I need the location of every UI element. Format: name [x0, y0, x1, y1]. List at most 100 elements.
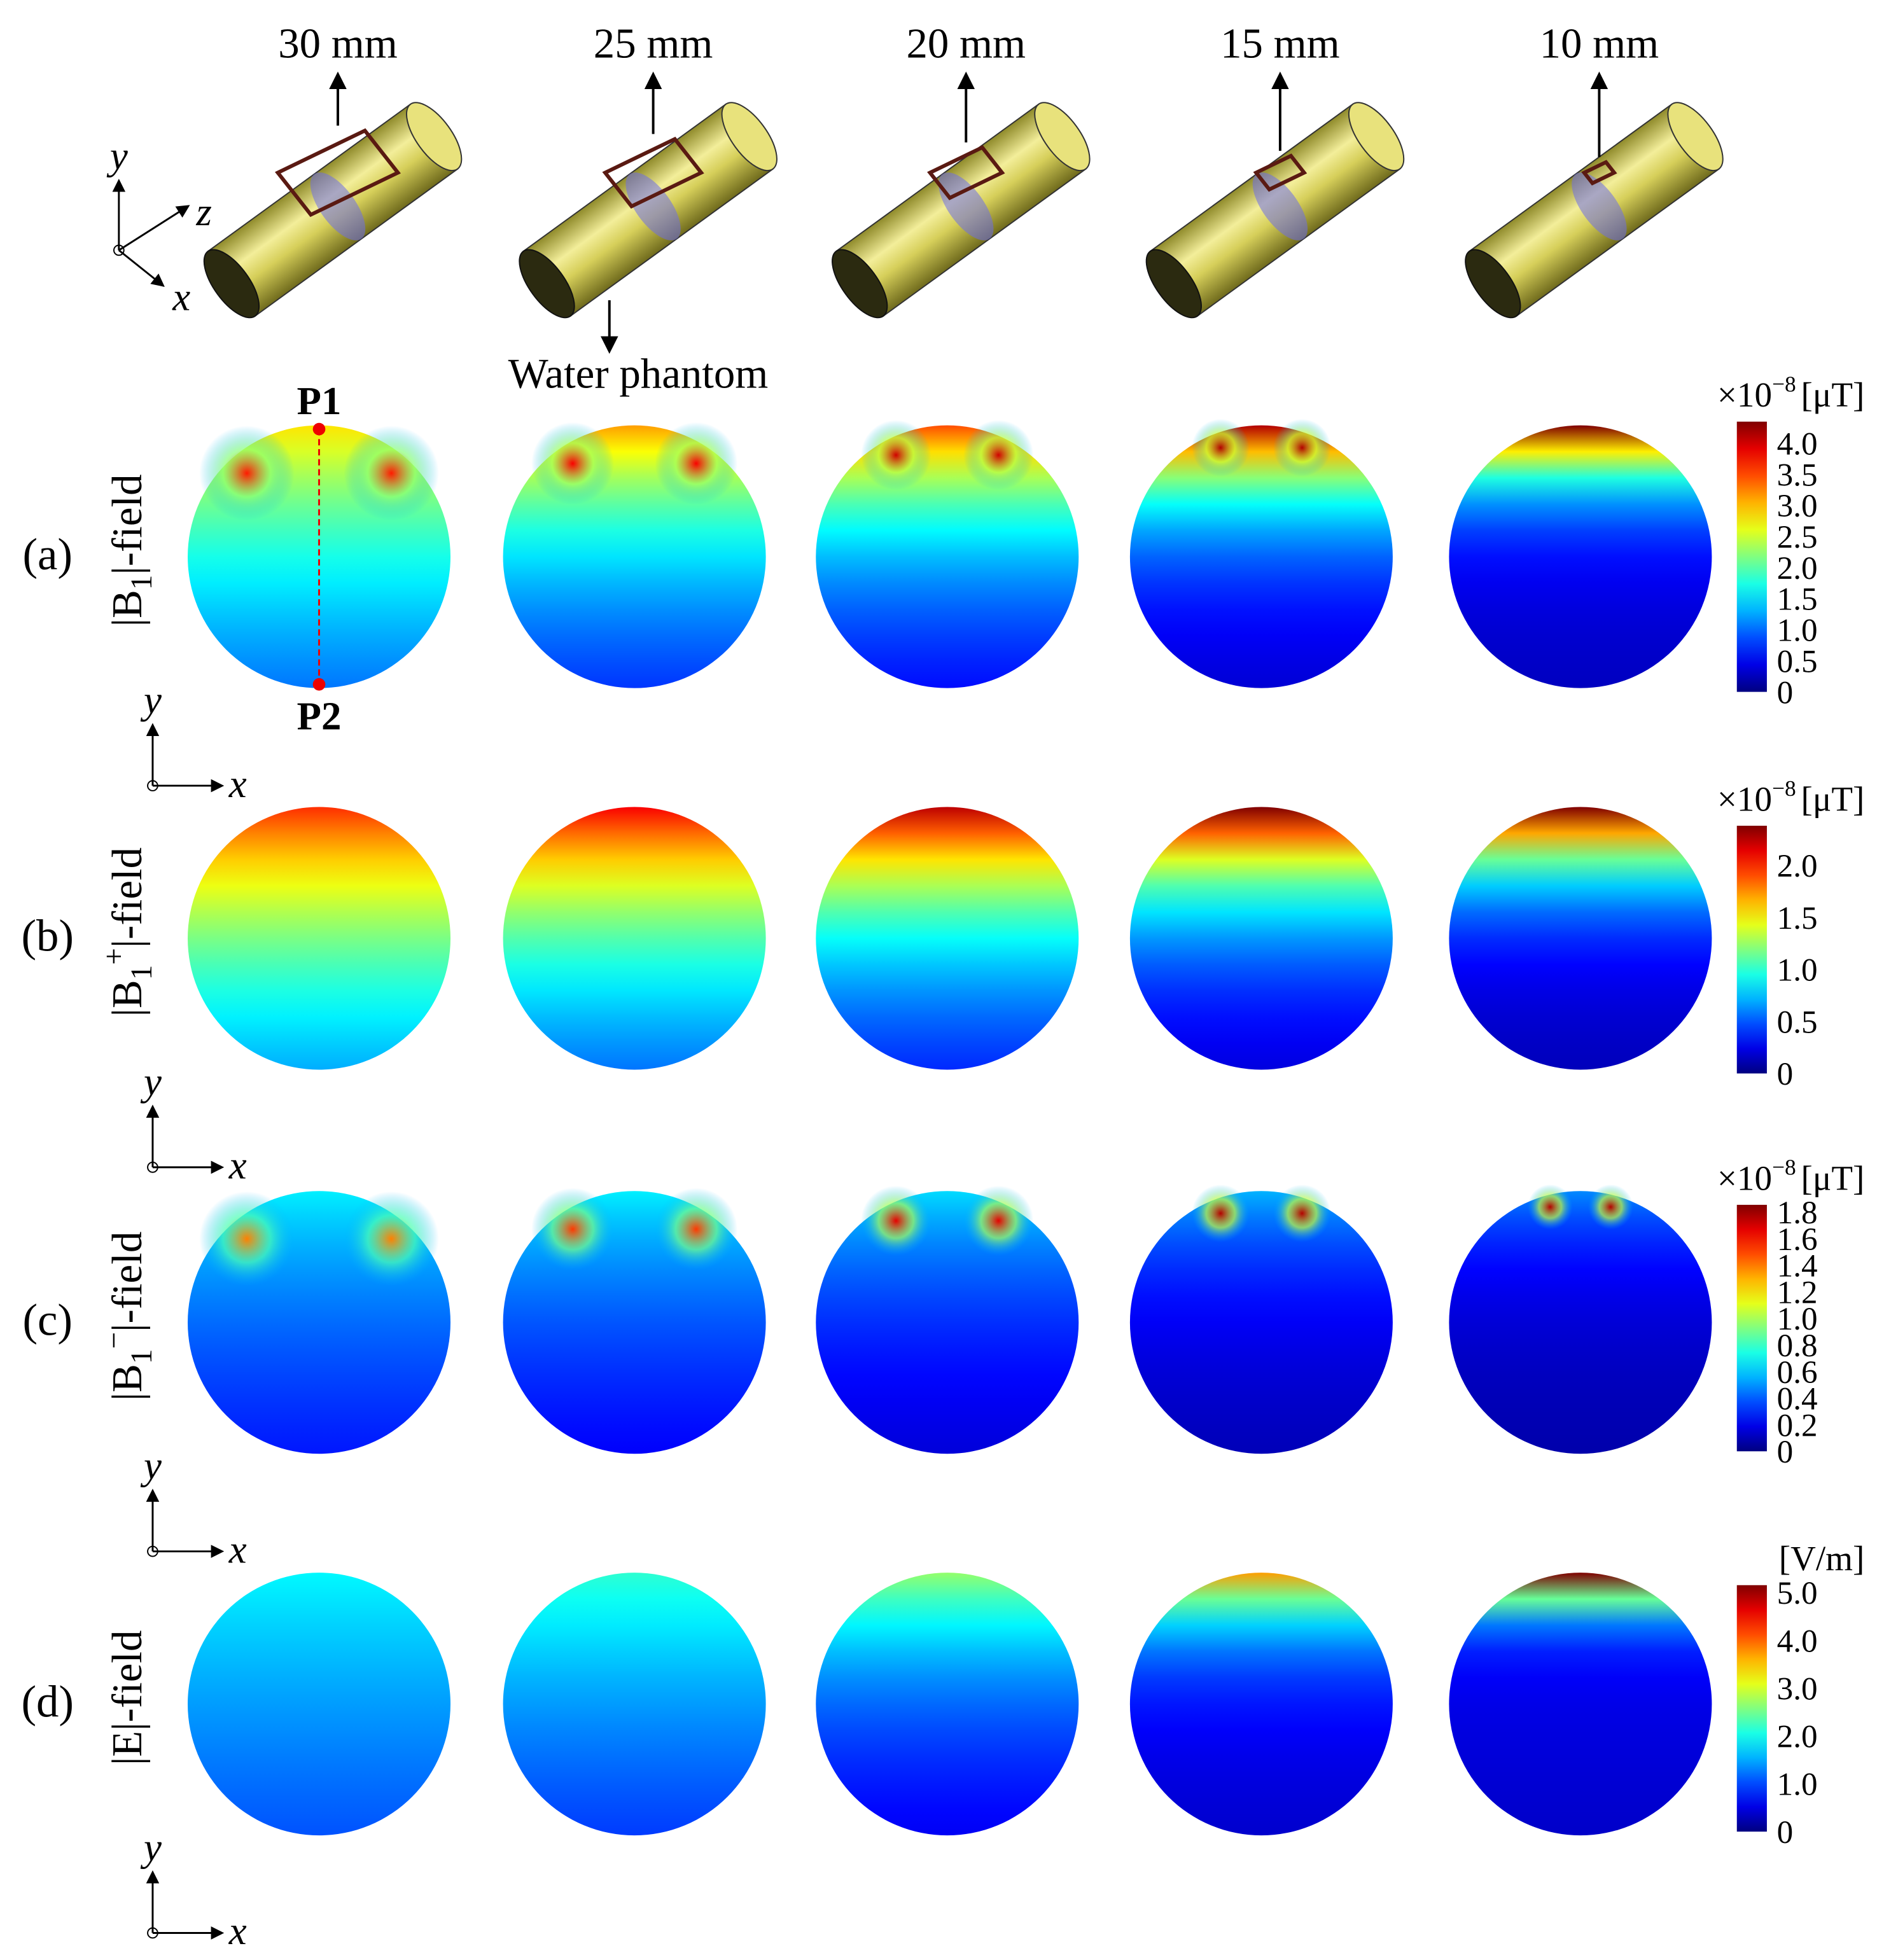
colorbar: [1736, 1204, 1767, 1452]
label-sub: 1: [125, 1349, 158, 1365]
colorbar-tick-label: 0: [1777, 1814, 1794, 1851]
hot-spot: [199, 1191, 295, 1287]
offset-label: 20 mm: [906, 20, 1026, 67]
coil-loop: [927, 145, 1005, 200]
cylinder-far-end: [1034, 102, 1091, 172]
hot-spot: [1273, 1185, 1331, 1242]
slice-plane: [1572, 172, 1627, 240]
slice-plane: [938, 172, 994, 240]
hot-spot: [199, 426, 295, 521]
colorbar-tick-label: 0.4: [1777, 1381, 1818, 1417]
field-map: [1129, 1191, 1393, 1454]
colorbar-unit: [V/m]: [1779, 1539, 1865, 1578]
colorbar-tick-label: 1.8: [1777, 1195, 1818, 1231]
unit-exp: −8: [1772, 1155, 1796, 1180]
offset-label: 10 mm: [1540, 20, 1659, 67]
hot-spot: [344, 426, 439, 521]
setup-illustration: 30 mm 25 mm 20 mm 15 mm 10 mm Water phantom y z…: [106, 20, 1724, 398]
colorbar-tick-label: 1.0: [1777, 613, 1818, 649]
hot-spot: [1192, 419, 1250, 476]
axis-label: x: [228, 761, 247, 806]
phantom: [519, 102, 778, 319]
phantom: [203, 102, 463, 319]
unit-text: [μT]: [1801, 375, 1865, 414]
unit-exp: −8: [1772, 775, 1796, 801]
axis-label: x: [228, 1143, 247, 1188]
axis-label: y: [140, 1824, 162, 1869]
hot-spot: [963, 420, 1034, 490]
row-tag: (c): [22, 1295, 73, 1345]
offset-label: 15 mm: [1220, 20, 1340, 67]
unit-base: ×10: [1717, 375, 1772, 414]
point-label: P2: [297, 694, 342, 739]
cylinder-near-end: [832, 249, 888, 319]
hot-spot: [655, 422, 738, 505]
colorbar: [1736, 1585, 1767, 1832]
row-label: |B1+|-field: [98, 847, 158, 1017]
colorbar-tick-label: 4.0: [1777, 426, 1818, 462]
hot-spot: [861, 1185, 932, 1256]
field-map: [188, 807, 450, 1070]
hot-spot: [963, 1185, 1034, 1256]
unit-text: [V/m]: [1779, 1539, 1865, 1578]
phantom-label: Water phantom: [508, 351, 769, 398]
colorbar-tick-label: 4.0: [1777, 1623, 1818, 1659]
point-label: P1: [297, 379, 342, 423]
field-map: [188, 1573, 450, 1836]
slice-plane: [1252, 172, 1308, 240]
colorbar: [1736, 421, 1767, 692]
colorbar-tick-label: 1.0: [1777, 952, 1818, 989]
label-sub: 1: [125, 575, 158, 590]
hot-spot: [1192, 1185, 1250, 1242]
colorbar-unit: ×10−8 [μT]: [1717, 1155, 1864, 1198]
point-marker: [312, 422, 326, 436]
colorbar-tick-label: 1.5: [1777, 581, 1818, 618]
colorbar-tick-label: 1.6: [1777, 1221, 1818, 1258]
colorbar-tick-label: 3.0: [1777, 488, 1818, 524]
field-map: [1129, 807, 1393, 1070]
hot-spot: [531, 1188, 614, 1271]
row-label: |B1−|-field: [98, 1232, 158, 1401]
phantom: [1145, 102, 1405, 319]
field-map: [1129, 1573, 1393, 1836]
hot-spot: [861, 420, 932, 490]
point-marker: [312, 678, 326, 691]
hot-spot: [344, 1191, 439, 1287]
field-map: [1449, 1573, 1712, 1836]
label-main: |B: [104, 1364, 151, 1401]
row-tag: (a): [22, 530, 73, 580]
cylinder-far-end: [721, 102, 778, 172]
label-main: |B: [104, 590, 151, 627]
colorbar-tick-label: 2.0: [1777, 1719, 1818, 1755]
colorbar-tick-label: 3.5: [1777, 457, 1818, 493]
field-map: [503, 1573, 766, 1836]
cylinder-near-end: [203, 249, 260, 319]
cylinder-far-end: [1348, 102, 1405, 172]
cylinder-far-end: [1667, 102, 1724, 172]
colorbar: [1736, 826, 1767, 1074]
cylinder-near-end: [1145, 249, 1203, 319]
colorbar-unit: ×10−8 [μT]: [1717, 372, 1864, 415]
hot-spot: [1273, 419, 1331, 476]
hot-spot: [1587, 1184, 1633, 1230]
row-label: |B1|-field: [104, 474, 158, 627]
label-tail: |-field: [104, 847, 151, 948]
colorbar-tick-label: 0.2: [1777, 1407, 1818, 1443]
offset-label: 25 mm: [594, 20, 713, 67]
field-map: [1449, 1191, 1712, 1454]
axis-z: [118, 205, 190, 251]
coil-loop: [1581, 160, 1617, 186]
colorbar-tick-label: 0.5: [1777, 643, 1818, 679]
colorbar-tick-label: 1.0: [1777, 1301, 1818, 1337]
label-sup: −: [98, 1332, 131, 1349]
offset-label: 30 mm: [278, 20, 398, 67]
cylinder-far-end: [405, 102, 463, 172]
unit-base: ×10: [1717, 779, 1772, 818]
phantom: [1465, 102, 1724, 319]
slice-plane: [625, 172, 681, 240]
cylinder-near-end: [1465, 249, 1521, 319]
unit-base: ×10: [1717, 1158, 1772, 1197]
axis-label: y: [140, 1059, 162, 1104]
